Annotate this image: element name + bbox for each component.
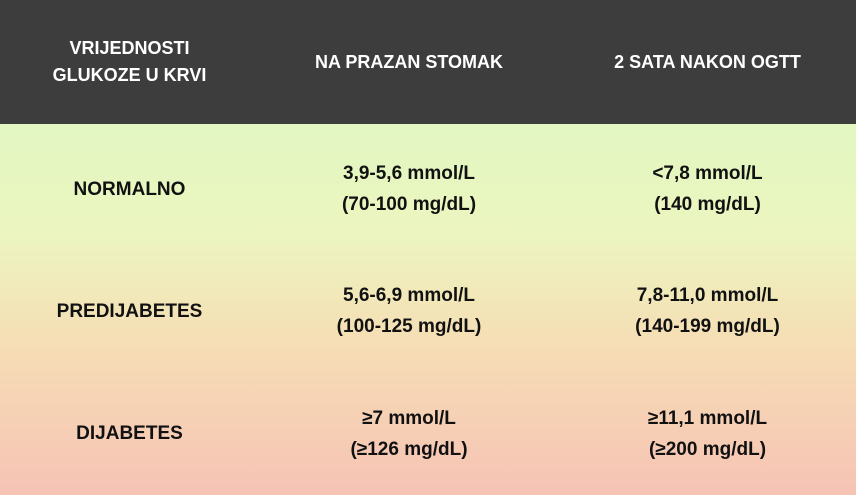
row-label: PREDIJABETES <box>56 300 203 322</box>
fasting-mmol: ≥7 mmol/L <box>362 407 456 429</box>
fasting-mgdl: (≥126 mg/dL) <box>350 438 468 460</box>
fasting-mgdl: (70-100 mg/dL) <box>341 194 477 216</box>
ogtt-mgdl: (140 mg/dL) <box>654 194 761 216</box>
fasting-value: 5,6-6,9 mmol/L (100-125 mg/dL) <box>259 280 559 342</box>
ogtt-mgdl: (≥200 mg/dL) <box>648 438 767 460</box>
row-label: NORMALNO <box>73 178 186 200</box>
ogtt-mmol: 7,8-11,0 mmol/L <box>636 285 779 307</box>
header-glucose-values-line2: GLUKOZE U KRVI <box>52 65 207 85</box>
header-ogtt: 2 SATA NAKON OGTT <box>614 51 801 72</box>
fasting-mgdl: (100-125 mg/dL) <box>336 316 482 338</box>
ogtt-mmol: ≥11,1 mmol/L <box>647 407 768 429</box>
ogtt-value: <7,8 mmol/L (140 mg/dL) <box>559 158 856 220</box>
fasting-mmol: 5,6-6,9 mmol/L <box>343 285 475 307</box>
row-label: DIJABETES <box>76 423 183 445</box>
header-fasting: NA PRAZAN STOMAK <box>315 51 503 72</box>
ogtt-mgdl: (140-199 mg/dL) <box>635 316 780 338</box>
table-row-prediabetes: PREDIJABETES 5,6-6,9 mmol/L (100-125 mg/… <box>0 250 856 372</box>
header-glucose-values-line1: VRIJEDNOSTI <box>69 38 190 58</box>
table-row-diabetes: DIJABETES ≥7 mmol/L (≥126 mg/dL) ≥11,1 m… <box>0 373 856 495</box>
header-glucose-values: VRIJEDNOSTI GLUKOZE U KRVI <box>0 35 259 89</box>
table-header: VRIJEDNOSTI GLUKOZE U KRVI NA PRAZAN STO… <box>0 0 856 124</box>
fasting-value: ≥7 mmol/L (≥126 mg/dL) <box>259 403 559 465</box>
ogtt-mmol: <7,8 mmol/L <box>652 163 763 185</box>
ogtt-value: 7,8-11,0 mmol/L (140-199 mg/dL) <box>559 280 856 342</box>
fasting-mmol: 3,9-5,6 mmol/L <box>343 163 475 185</box>
ogtt-value: ≥11,1 mmol/L (≥200 mg/dL) <box>559 403 856 465</box>
table-row-normal: NORMALNO 3,9-5,6 mmol/L (70-100 mg/dL) <… <box>0 124 856 250</box>
fasting-value: 3,9-5,6 mmol/L (70-100 mg/dL) <box>259 158 559 220</box>
table-body: NORMALNO 3,9-5,6 mmol/L (70-100 mg/dL) <… <box>0 124 856 495</box>
